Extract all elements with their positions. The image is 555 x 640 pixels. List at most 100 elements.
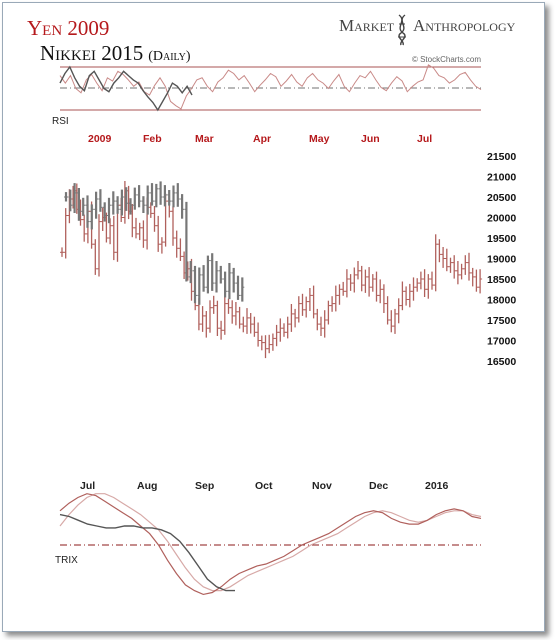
yen-bar	[137, 185, 142, 208]
yen-bar	[89, 204, 94, 230]
nikkei-bar	[252, 316, 257, 337]
nikkei-bar	[441, 247, 446, 268]
y-tick-label: 17000	[487, 336, 516, 348]
nikkei-bar	[230, 300, 235, 324]
nikkei-bar	[374, 271, 379, 302]
nikkei-bar	[178, 238, 183, 261]
trix-label: TRIX	[55, 555, 78, 566]
nikkei-bar	[300, 293, 305, 316]
y-tick-label: 21000	[487, 172, 516, 184]
nikkei-bar	[452, 255, 457, 279]
yen-bar	[107, 197, 111, 224]
nikkei-bar	[82, 214, 87, 242]
yen-bar	[111, 191, 116, 215]
yen-bar	[150, 183, 154, 206]
nikkei-bar	[241, 316, 246, 333]
nikkei-bar	[322, 310, 327, 338]
yen-bar	[223, 271, 228, 298]
yen-bar	[68, 189, 73, 212]
nikkei-bar	[367, 267, 372, 297]
y-tick-label: 18500	[487, 274, 516, 286]
bottom-month-label: Dec	[369, 480, 388, 492]
y-tick-label: 20500	[487, 192, 516, 204]
nikkei-bar	[293, 308, 298, 328]
nikkei-bar	[60, 247, 64, 257]
nikkei-bar	[333, 285, 338, 312]
nikkei-bar	[463, 255, 468, 275]
nikkei-bar	[141, 220, 146, 248]
yen-bar	[240, 277, 245, 302]
yen-bar	[227, 263, 232, 300]
nikkei-bar	[478, 269, 483, 294]
y-tick-label: 19500	[487, 233, 516, 245]
nikkei-bar	[455, 261, 460, 285]
yen-bar	[201, 265, 206, 292]
rsi-series-group	[59, 64, 482, 112]
nikkei-bar	[470, 267, 475, 287]
nikkei-bar	[363, 269, 368, 293]
yen-bar	[115, 196, 120, 214]
bottom-month-label: Nov	[312, 480, 332, 492]
nikkei-bar	[307, 288, 312, 311]
nikkei-bar	[437, 239, 442, 263]
yen-bar	[188, 261, 193, 284]
nikkei-bar	[267, 334, 272, 354]
yen-bar	[218, 265, 223, 284]
nikkei-bar	[248, 313, 253, 334]
nikkei-bar	[285, 316, 290, 339]
nikkei-bar	[304, 296, 309, 318]
trix-panel: TRIX	[55, 493, 482, 596]
nikkei-bar	[137, 222, 142, 241]
yen-bar	[154, 183, 159, 208]
nikkei-bar	[274, 324, 279, 347]
rsi-label: RSI	[52, 116, 69, 127]
yen-bar	[98, 189, 103, 212]
rsi-line-yen	[59, 65, 193, 112]
trix-line-nikkei	[59, 493, 482, 596]
brand-anthropology: Anthropology	[413, 16, 516, 35]
yen-bar	[128, 198, 133, 215]
stockcharts-credit: © StockCharts.com	[412, 55, 481, 64]
nikkei-bar	[289, 304, 294, 332]
top-month-label: Jul	[417, 133, 432, 145]
nikkei-bar	[404, 286, 409, 306]
nikkei-bar	[282, 323, 286, 337]
nikkei-bar	[93, 239, 98, 275]
bottom-month-label: Jul	[80, 480, 95, 492]
y-tick-label: 18000	[487, 295, 516, 307]
yen-bar	[175, 183, 180, 207]
nikkei-bar	[208, 300, 212, 333]
nikkei-bar	[393, 308, 397, 334]
price-bars-group	[60, 181, 483, 359]
nikkei-bar	[326, 300, 331, 325]
nikkei-bar	[278, 318, 283, 342]
nikkei-title-daily: (Daily)	[148, 49, 191, 64]
nikkei-bar	[256, 322, 261, 347]
nikkei-bar	[407, 283, 412, 308]
rsi-panel: RSI	[52, 64, 482, 127]
nikkei-bar	[467, 252, 471, 281]
yen-bar	[236, 275, 240, 300]
yen-bar	[210, 253, 215, 291]
yen-bar	[72, 183, 77, 213]
y-tick-label: 16500	[487, 356, 516, 368]
nikkei-bar	[341, 281, 346, 296]
nikkei-bar	[415, 278, 420, 292]
nikkei-bar	[319, 316, 323, 336]
nikkei-bar	[385, 296, 390, 325]
yen-bar	[94, 191, 99, 219]
nikkei-bar	[459, 263, 464, 280]
yen-bar	[141, 196, 146, 213]
nikkei-bar	[200, 306, 205, 332]
yen-bar	[231, 267, 236, 293]
nikkei-bar	[97, 214, 101, 277]
nikkei-bar	[426, 274, 431, 299]
yen-bar	[167, 190, 172, 206]
nikkei-bar	[152, 206, 157, 232]
nikkei-bar	[433, 234, 438, 292]
nikkei-bar	[352, 267, 357, 293]
yen-bar	[81, 197, 86, 216]
brand-market: Market	[339, 16, 395, 35]
nikkei-bar	[474, 269, 479, 292]
nikkei-bar	[348, 274, 353, 291]
